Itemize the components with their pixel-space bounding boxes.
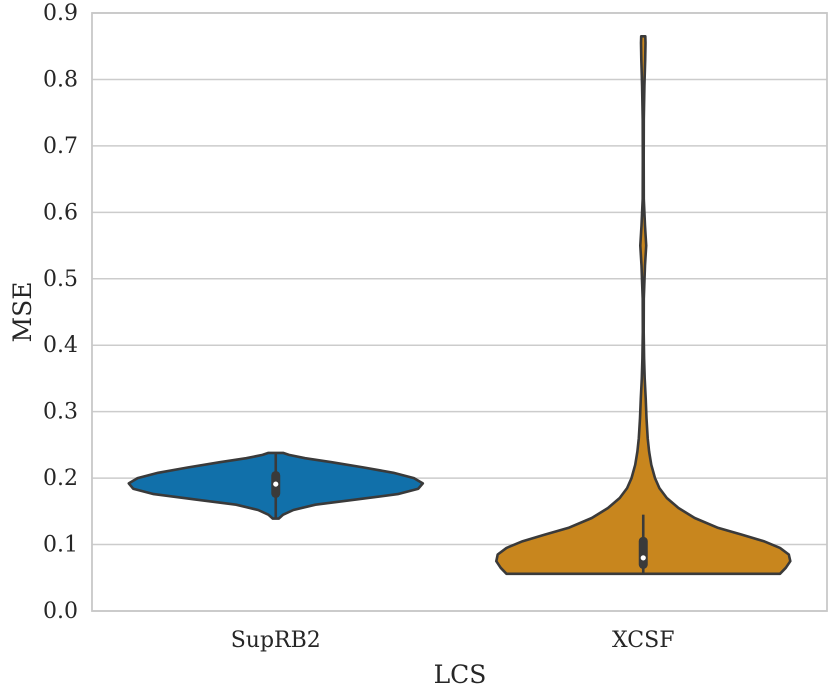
violin-xcsf [495, 35, 792, 576]
x-tick-label: XCSF [612, 628, 674, 653]
x-tick-label: SupRB2 [231, 628, 321, 653]
y-tick-label: 0.4 [43, 333, 78, 358]
y-tick-label: 0.6 [43, 200, 78, 225]
plot-frame [91, 12, 828, 612]
median-point-suprb2 [273, 481, 279, 487]
y-tick-label: 0.7 [43, 134, 78, 159]
y-tick-label: 0.9 [43, 1, 78, 26]
violins [127, 35, 792, 576]
grid-lines [92, 12, 827, 612]
x-tick-labels: SupRB2 XCSF [231, 628, 675, 653]
y-tick-label: 0.3 [43, 400, 78, 425]
y-tick-labels: 0.0 0.1 0.2 0.3 0.4 0.5 0.6 0.7 0.8 0.9 [43, 1, 78, 624]
y-tick-label: 0.1 [43, 533, 78, 558]
y-axis-label: MSE [8, 282, 37, 343]
median-point-xcsf [640, 555, 646, 561]
x-axis-label: LCS [434, 660, 487, 689]
y-tick-label: 0.8 [43, 67, 78, 92]
y-tick-label: 0.0 [43, 599, 78, 624]
y-tick-label: 0.2 [43, 466, 78, 491]
y-tick-label: 0.5 [43, 267, 78, 292]
